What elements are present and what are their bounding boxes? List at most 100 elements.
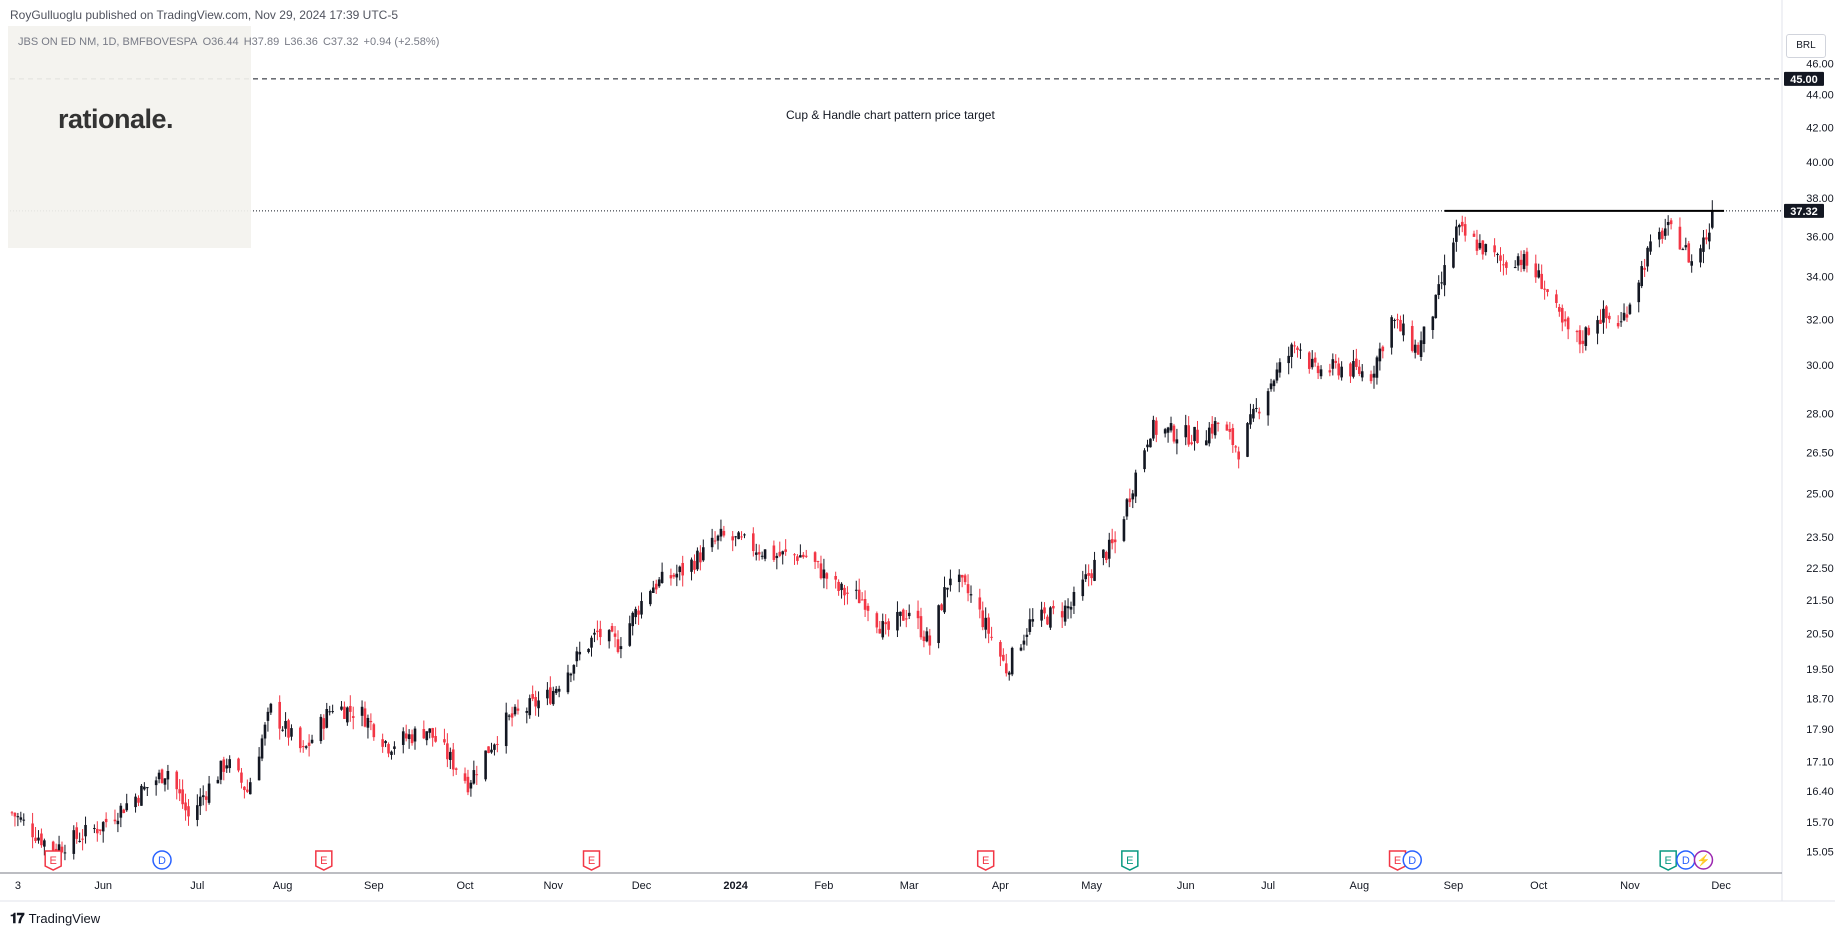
candle-body bbox=[1313, 357, 1317, 363]
candle-body bbox=[896, 611, 899, 631]
event-earnings-icon[interactable]: E bbox=[44, 850, 62, 871]
event-dividend-icon[interactable]: D bbox=[152, 850, 172, 870]
candle-body bbox=[1522, 254, 1526, 270]
candle-body bbox=[1287, 355, 1290, 364]
candle-body bbox=[372, 724, 376, 738]
event-dividend-icon[interactable]: D bbox=[1676, 850, 1696, 870]
candle-body bbox=[825, 573, 829, 579]
x-tick-label: Dec bbox=[1711, 880, 1731, 892]
event-earnings-icon[interactable]: E bbox=[582, 850, 601, 871]
candle-body bbox=[22, 819, 26, 821]
candle-body bbox=[484, 750, 487, 780]
tradingview-footer[interactable]: 𝟏𝟕 TradingView bbox=[10, 910, 100, 927]
candle-body bbox=[793, 554, 796, 556]
change-value: +0.94 (+2.58%) bbox=[363, 36, 440, 48]
event-split-icon[interactable]: ⚡ bbox=[1693, 850, 1714, 870]
candle-body bbox=[1458, 225, 1461, 228]
candle-body bbox=[125, 803, 129, 811]
candle-body bbox=[1616, 322, 1620, 327]
candle-body bbox=[575, 651, 579, 662]
candle-body bbox=[1622, 312, 1626, 321]
currency-button[interactable]: BRL bbox=[1786, 34, 1826, 58]
candle-body bbox=[634, 608, 637, 618]
candle-body bbox=[613, 633, 617, 637]
logo: rationale. bbox=[58, 104, 174, 134]
candle-body bbox=[201, 795, 205, 798]
event-earnings_green-icon[interactable]: E bbox=[1121, 850, 1139, 871]
candle-body bbox=[37, 837, 40, 841]
candle-body bbox=[1687, 243, 1691, 263]
y-tick-label: 19.50 bbox=[1806, 664, 1834, 676]
y-tick-label: 32.00 bbox=[1806, 314, 1834, 326]
candle-body bbox=[1690, 261, 1693, 266]
candle-body bbox=[1004, 663, 1008, 674]
candle-body bbox=[999, 642, 1002, 657]
candle-body bbox=[369, 720, 373, 723]
candle-body bbox=[566, 672, 570, 693]
candle-body bbox=[496, 743, 499, 745]
candle-body bbox=[922, 636, 926, 642]
event-label: D bbox=[1682, 855, 1690, 867]
candle-body bbox=[1684, 245, 1688, 248]
candle-body bbox=[637, 610, 640, 615]
candle-body bbox=[187, 806, 190, 817]
y-tick-label: 46.00 bbox=[1806, 58, 1834, 70]
candle-body bbox=[1340, 366, 1343, 378]
candle-body bbox=[248, 782, 252, 795]
candle-body bbox=[1375, 357, 1379, 378]
candle-body bbox=[837, 581, 840, 591]
candle-body bbox=[554, 688, 558, 694]
event-dividend-icon[interactable]: D bbox=[1402, 850, 1422, 870]
candle-body bbox=[1022, 640, 1026, 645]
candle-body bbox=[1110, 539, 1114, 544]
candle-body bbox=[731, 536, 735, 541]
candle-body bbox=[513, 706, 517, 715]
candle-body bbox=[1252, 408, 1255, 419]
x-tick-label: Aug bbox=[273, 880, 293, 892]
candle-body bbox=[228, 759, 231, 769]
candle-body bbox=[407, 734, 411, 740]
candle-body bbox=[240, 772, 243, 783]
target-annotation: Cup & Handle chart pattern price target bbox=[786, 108, 995, 122]
candle-body bbox=[1372, 373, 1376, 378]
candle-body bbox=[696, 550, 699, 570]
event-earnings-icon[interactable]: E bbox=[1388, 850, 1407, 871]
y-tick-label: 20.50 bbox=[1806, 629, 1834, 641]
event-earnings-icon[interactable]: E bbox=[976, 850, 995, 871]
candle-body bbox=[1002, 654, 1005, 661]
candle-body bbox=[796, 556, 799, 561]
candle-body bbox=[10, 812, 14, 814]
candle-body bbox=[1190, 442, 1193, 445]
candle-body bbox=[719, 528, 723, 537]
candle-body bbox=[1084, 574, 1088, 580]
candle-body bbox=[1558, 307, 1561, 312]
candle-body bbox=[1052, 606, 1055, 609]
event-label: ⚡ bbox=[1697, 854, 1711, 867]
candle-body bbox=[949, 578, 952, 586]
symbol-name: JBS ON ED NM, 1D, BMFBOVESPA bbox=[18, 36, 198, 48]
candle-body bbox=[1184, 425, 1188, 438]
y-tick-label: 40.00 bbox=[1806, 157, 1834, 169]
candle-body bbox=[599, 628, 602, 638]
event-earnings-icon[interactable]: E bbox=[315, 850, 333, 871]
candle-body bbox=[1125, 499, 1129, 517]
candle-body bbox=[51, 841, 55, 853]
candle-body bbox=[363, 708, 367, 727]
candle-body bbox=[752, 533, 755, 552]
candle-body bbox=[775, 555, 779, 559]
candle-body bbox=[184, 802, 187, 811]
candle-body bbox=[1605, 306, 1608, 319]
candle-body bbox=[534, 697, 537, 707]
candle-body bbox=[1069, 606, 1073, 610]
candle-body bbox=[1381, 346, 1385, 352]
event-earnings_green-icon[interactable]: E bbox=[1659, 850, 1677, 871]
candle-body bbox=[875, 613, 879, 628]
candle-body bbox=[204, 796, 208, 800]
y-tick-label: 16.40 bbox=[1806, 786, 1834, 798]
candle-body bbox=[290, 728, 293, 737]
candle-body bbox=[413, 728, 417, 742]
y-tick-label: 28.00 bbox=[1806, 409, 1834, 421]
candle-body bbox=[281, 729, 284, 731]
candle-body bbox=[1019, 647, 1023, 651]
